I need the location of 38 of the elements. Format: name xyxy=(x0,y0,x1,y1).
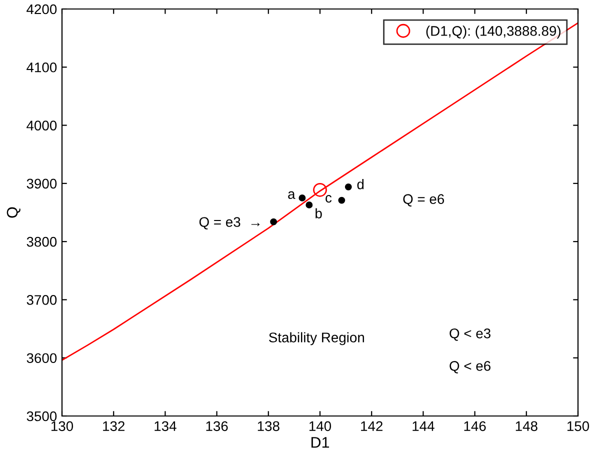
x-tick-label: 146 xyxy=(464,421,486,432)
point xyxy=(313,182,327,197)
annotation: Q = e3 → xyxy=(199,217,260,230)
x-tick-label: 150 xyxy=(567,421,590,432)
point xyxy=(344,183,352,190)
point xyxy=(306,201,313,208)
line-series xyxy=(62,22,578,361)
x-tick-label: 138 xyxy=(258,421,280,432)
y-tick-label: 3600 xyxy=(26,353,57,364)
x-tick-label: 142 xyxy=(361,421,382,431)
y-tick-label: 3700 xyxy=(26,295,57,305)
x-tick-label: 130 xyxy=(51,421,74,432)
annotation: Q < e3 xyxy=(450,328,490,341)
x-tick-label: 132 xyxy=(103,421,124,432)
y-tick-label: 4000 xyxy=(26,120,57,130)
x-tick-label: 148 xyxy=(516,421,538,432)
annotation: a xyxy=(288,191,296,199)
x-tick-label: 136 xyxy=(206,421,228,432)
x-axis-title: D1 xyxy=(311,437,330,448)
annotation: Q = e6 xyxy=(403,194,444,207)
y-axis-title: Q xyxy=(6,207,20,218)
y-tick-label: 3500 xyxy=(26,411,57,422)
point xyxy=(270,218,278,226)
x-tick-label: 134 xyxy=(154,421,176,432)
legend-label: (D1,Q): (140,3888.89) xyxy=(426,26,560,39)
point xyxy=(298,194,306,202)
annotation: Stability Region xyxy=(269,332,364,346)
y-tick-label: 3800 xyxy=(26,236,57,247)
y-tick-label: 4200 xyxy=(26,4,57,14)
y-tick-label: 3900 xyxy=(26,178,57,189)
x-tick-label: 144 xyxy=(412,421,434,431)
y-tick-label: 4100 xyxy=(26,62,57,72)
annotation: Q < e6 xyxy=(450,361,490,374)
x-tick-label: 140 xyxy=(309,421,332,432)
annotation: d xyxy=(357,179,364,190)
annotation: c xyxy=(326,195,332,203)
annotation: b xyxy=(316,208,322,218)
point xyxy=(338,196,346,204)
